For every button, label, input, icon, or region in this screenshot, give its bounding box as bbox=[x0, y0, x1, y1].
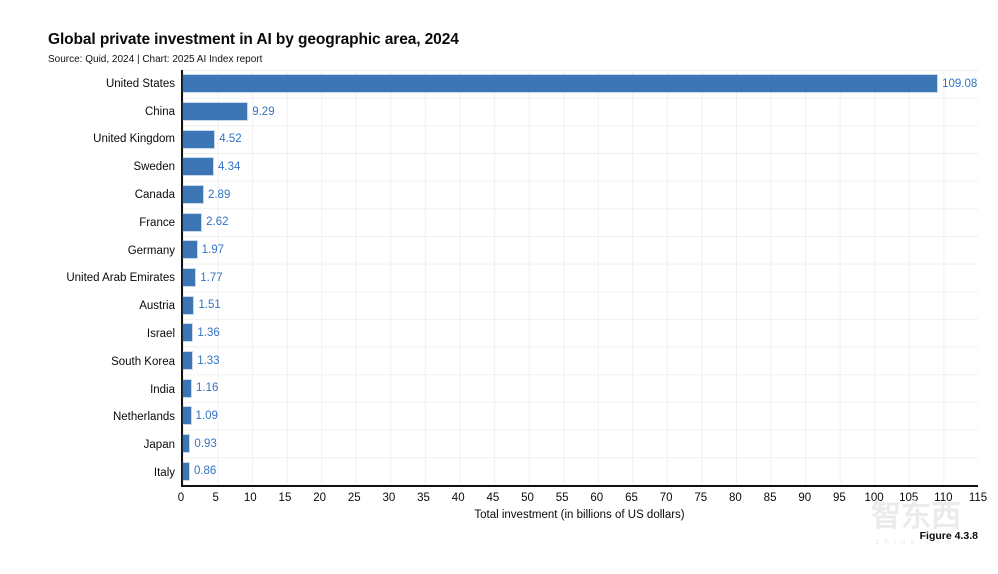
x-tick-label: 95 bbox=[832, 492, 846, 504]
x-tick-label: 5 bbox=[212, 492, 219, 504]
x-tick-label: 85 bbox=[763, 492, 777, 504]
bar-row: 4.34 bbox=[183, 153, 978, 181]
category-label: United States bbox=[105, 77, 175, 90]
category-label: China bbox=[144, 105, 175, 118]
bar bbox=[183, 462, 189, 480]
bar-value-label: 4.34 bbox=[218, 160, 241, 173]
x-tick-label: 40 bbox=[451, 492, 465, 504]
bar-value-label: 2.89 bbox=[207, 188, 231, 201]
bar-value-label: 1.33 bbox=[197, 354, 220, 367]
bar-value-label: 9.29 bbox=[252, 105, 275, 118]
x-tick-label: 100 bbox=[864, 492, 884, 504]
bar bbox=[183, 213, 202, 231]
bar-row: 1.77 bbox=[183, 264, 978, 292]
x-tick-label: 50 bbox=[521, 492, 534, 504]
category-label: Germany bbox=[127, 244, 175, 257]
bar-value-label: 0.86 bbox=[193, 465, 217, 478]
x-tick-label: 25 bbox=[347, 492, 361, 504]
category-label: France bbox=[139, 216, 175, 229]
bar-row: 2.89 bbox=[183, 181, 978, 209]
x-axis-title: Total investment (in billions of US doll… bbox=[474, 509, 685, 521]
x-tick-label: 65 bbox=[625, 492, 638, 504]
bar bbox=[183, 75, 938, 93]
bar bbox=[183, 103, 248, 120]
bar-row: 1.09 bbox=[183, 402, 978, 430]
x-tick-label: 75 bbox=[694, 492, 708, 504]
bar-rows: 109.08 9.29 4.52 4.34 2.89 2.62 1.97 1.77 1.51 1.… bbox=[183, 70, 978, 485]
bar-row: 0.93 bbox=[183, 430, 978, 458]
bar-value-label: 1.51 bbox=[198, 299, 221, 312]
bar-row: 1.97 bbox=[183, 236, 978, 264]
bar-value-label: 109.08 bbox=[942, 77, 978, 90]
x-tick-label: 45 bbox=[486, 492, 500, 504]
bar bbox=[183, 158, 213, 176]
x-tick-label: 90 bbox=[798, 492, 812, 504]
bar-value-label: 1.77 bbox=[200, 271, 223, 284]
category-label: Italy bbox=[153, 467, 175, 480]
bar bbox=[183, 407, 191, 425]
x-tick-label: 10 bbox=[243, 492, 257, 504]
category-label: United Kingdom bbox=[93, 133, 175, 146]
bar bbox=[183, 130, 215, 148]
category-label: Netherlands bbox=[112, 411, 175, 424]
bar-row: 9.29 bbox=[183, 98, 978, 126]
x-tick-label: 80 bbox=[729, 492, 742, 504]
bar-row: 0.86 bbox=[183, 457, 978, 485]
bar-row: 4.52 bbox=[183, 125, 978, 153]
x-tick-label: 30 bbox=[382, 492, 396, 504]
category-label: South Korea bbox=[111, 355, 175, 368]
bar-value-label: 4.52 bbox=[219, 133, 242, 146]
x-tick-label: 110 bbox=[934, 492, 953, 504]
bar bbox=[183, 324, 193, 342]
bar-value-label: 1.09 bbox=[195, 409, 218, 422]
bar bbox=[183, 269, 196, 287]
x-tick-label: 0 bbox=[177, 492, 185, 504]
category-label: Sweden bbox=[133, 161, 175, 174]
x-tick-label: 115 bbox=[968, 492, 988, 504]
chart-subtitle: Source: Quid, 2024 | Chart: 2025 AI Inde… bbox=[48, 54, 263, 65]
bar-row: 1.16 bbox=[183, 374, 978, 402]
bar-value-label: 1.16 bbox=[196, 382, 219, 395]
category-label: Canada bbox=[134, 189, 175, 202]
plot-area: 109.08 9.29 4.52 4.34 2.89 2.62 1.97 1.77 1.51 1.… bbox=[181, 70, 978, 487]
bar bbox=[183, 379, 192, 397]
x-tick-label: 35 bbox=[417, 492, 430, 504]
x-tick-label: 20 bbox=[313, 492, 326, 504]
x-tick-label: 60 bbox=[590, 492, 604, 504]
x-tick-label: 55 bbox=[555, 492, 569, 504]
bar-row: 2.62 bbox=[183, 208, 978, 236]
bar-row: 109.08 bbox=[183, 70, 978, 98]
bar-row: 1.36 bbox=[183, 319, 978, 347]
figure-number: Figure 4.3.8 bbox=[919, 530, 978, 542]
bar-row: 1.33 bbox=[183, 347, 978, 375]
bar bbox=[183, 186, 203, 204]
bar-value-label: 1.36 bbox=[197, 326, 220, 339]
chart-title: Global private investment in AI by geogr… bbox=[48, 31, 459, 48]
category-label: India bbox=[150, 383, 175, 396]
bar bbox=[183, 241, 197, 259]
bar-value-label: 0.93 bbox=[194, 437, 217, 450]
x-tick-label: 15 bbox=[278, 492, 292, 504]
x-axis-ticks: 0 5 10 15 20 25 30 35 40 45 50 55 60 65 70 75 80 85 90 95 10… bbox=[177, 492, 987, 506]
bar-value-label: 1.97 bbox=[201, 243, 224, 256]
category-label: Austria bbox=[139, 300, 175, 313]
category-label: Israel bbox=[146, 328, 175, 341]
bar-value-label: 2.62 bbox=[206, 216, 229, 229]
bar bbox=[183, 435, 190, 453]
bar bbox=[183, 296, 194, 314]
category-label: Japan bbox=[143, 439, 175, 452]
category-label: United Arab Emirates bbox=[66, 272, 175, 285]
y-axis-labels: United States China United Kingdom Sweden Ca… bbox=[0, 70, 175, 487]
bar-row: 1.51 bbox=[183, 291, 978, 319]
bar bbox=[183, 352, 193, 370]
x-tick-label: 70 bbox=[659, 492, 673, 504]
x-tick-label: 105 bbox=[899, 492, 919, 504]
